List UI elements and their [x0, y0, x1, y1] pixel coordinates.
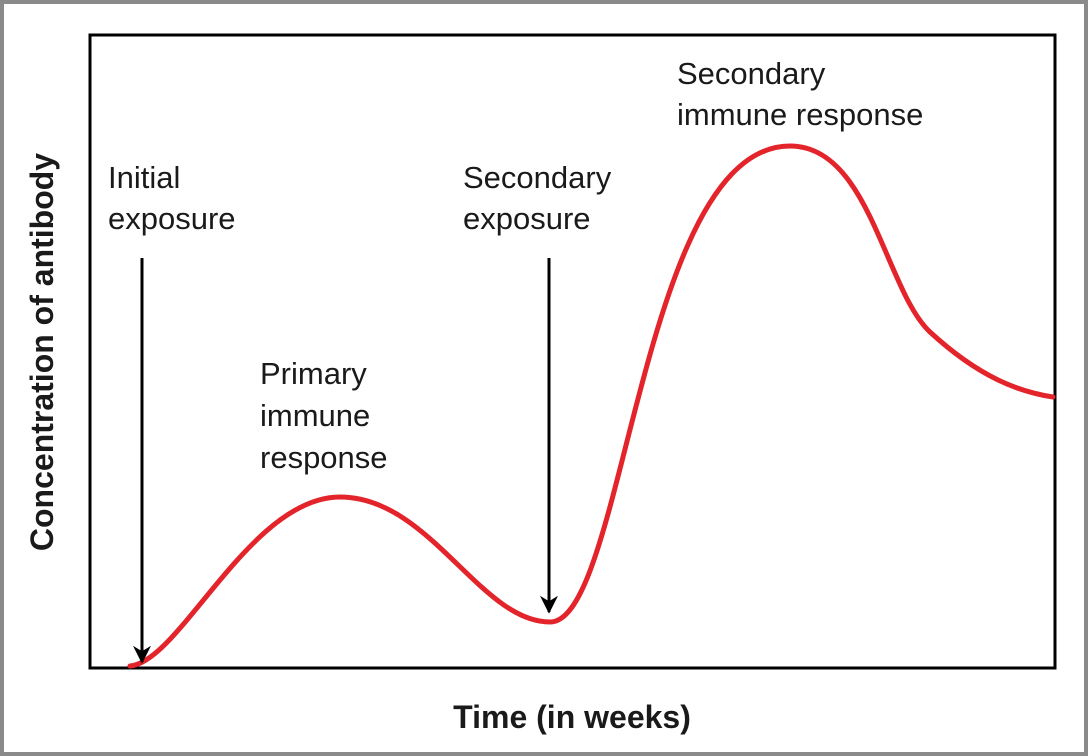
annotation-line: immune — [260, 398, 370, 433]
antibody-curve — [127, 143, 1056, 669]
annotation-line: exposure — [463, 201, 591, 236]
annotation-line: response — [260, 440, 388, 475]
plot-box — [88, 33, 1057, 670]
y-axis-label: Concentration of antibody — [24, 153, 60, 551]
annotation-line: Primary — [260, 356, 367, 391]
annotation-line: Secondary — [463, 160, 612, 195]
annotation-line: exposure — [108, 201, 236, 236]
annotation-line: immune response — [677, 97, 923, 132]
annotation-line: Secondary — [677, 56, 826, 91]
annotation-line: Initial — [108, 160, 180, 195]
x-axis-label: Time (in weeks) — [453, 699, 691, 735]
